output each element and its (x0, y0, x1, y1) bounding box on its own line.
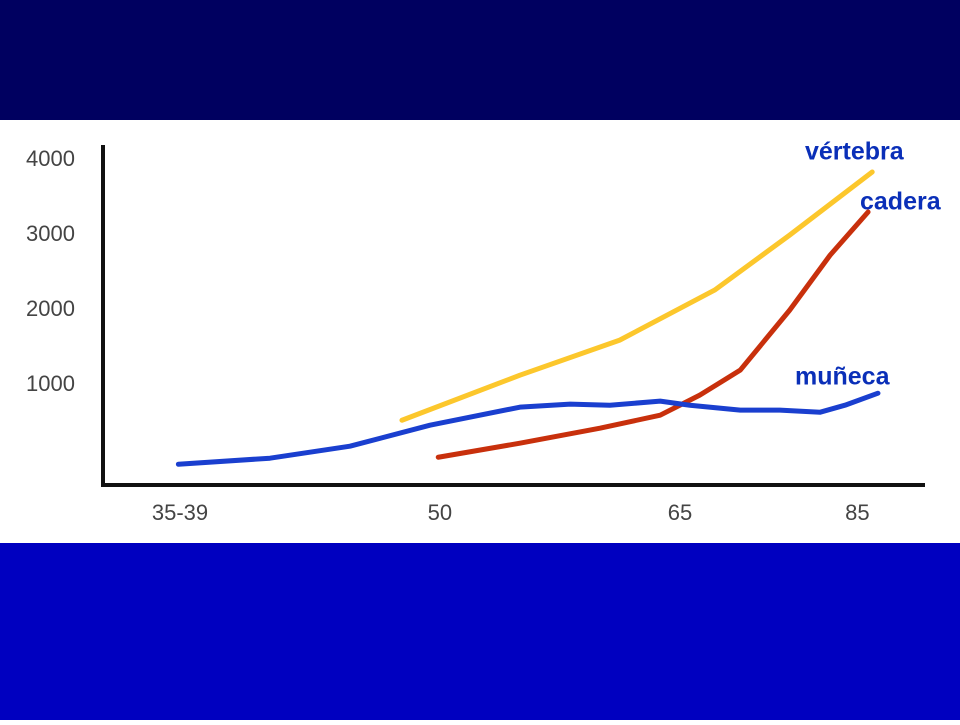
x-tick-label: 85 (845, 500, 869, 525)
series-label: cadera (860, 188, 942, 216)
y-tick-label: 1000 (26, 371, 75, 396)
y-tick-label: 3000 (26, 221, 75, 246)
series-line (175, 390, 881, 467)
top-band (0, 0, 960, 120)
y-tick-label: 2000 (26, 296, 75, 321)
x-tick-label: 50 (428, 500, 452, 525)
series-line (399, 169, 875, 423)
series-label: muñeca (795, 363, 891, 391)
y-tick-label: 4000 (26, 146, 75, 171)
x-tick-label: 35-39 (152, 500, 208, 525)
bottom-band (0, 543, 960, 720)
series-label: vértebra (805, 138, 905, 166)
x-tick-label: 65 (668, 500, 692, 525)
chart-area (0, 120, 960, 543)
series-line (435, 209, 871, 460)
